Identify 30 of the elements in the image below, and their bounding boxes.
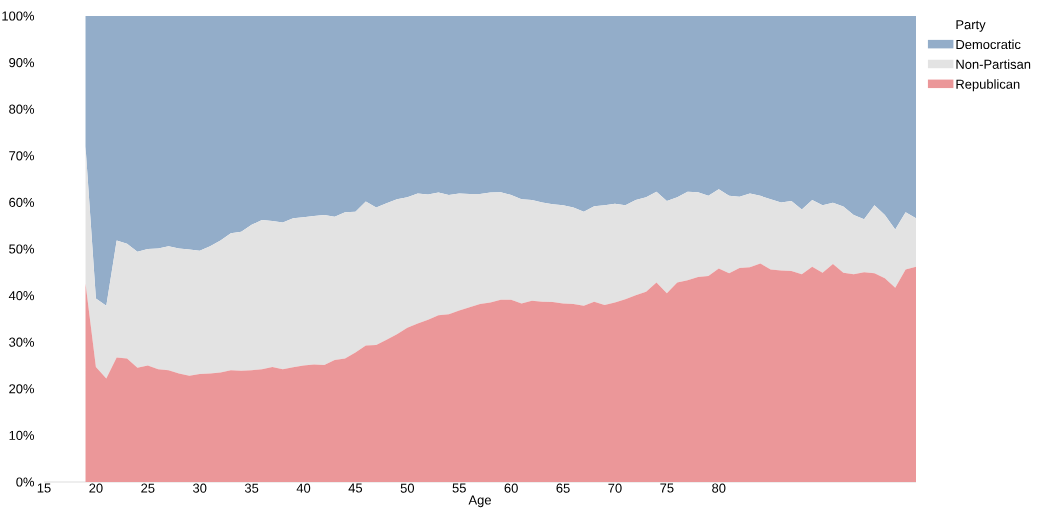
x-tick-label: 60 <box>504 483 518 493</box>
y-tick-label: 60% <box>9 197 35 207</box>
y-tick-label: 80% <box>9 104 35 114</box>
x-tick-label: 30 <box>193 483 207 493</box>
x-tick-label: 45 <box>348 483 363 493</box>
x-tick-label: 55 <box>452 483 466 493</box>
x-tick-label: 65 <box>556 483 570 493</box>
y-tick-label: 70% <box>9 151 35 161</box>
legend-title: Party <box>956 20 986 32</box>
x-tick-label: 35 <box>244 483 259 493</box>
legend-label: Non-Partisan <box>956 59 1031 69</box>
x-tick-label: 15 <box>37 483 51 493</box>
y-tick-label: 20% <box>9 384 35 394</box>
y-tick-label: 40% <box>8 291 35 301</box>
y-tick-label: 90% <box>9 58 35 68</box>
x-tick-label: 25 <box>141 483 155 493</box>
legend-label: Republican <box>956 79 1020 92</box>
legend-label: Democratic <box>956 39 1021 50</box>
x-tick-label: 50 <box>400 483 415 493</box>
x-tick-label: 70 <box>608 483 622 493</box>
y-tick-label: 100% <box>2 11 35 21</box>
x-tick-label: 20 <box>89 483 103 493</box>
y-tick-label: 0% <box>16 477 35 487</box>
y-tick-label: 30% <box>9 337 35 347</box>
x-axis-title: Age <box>468 495 491 508</box>
x-tick-label: 40 <box>296 483 311 493</box>
y-tick-label: 10% <box>9 430 35 440</box>
x-tick-label: 80 <box>712 483 726 493</box>
y-tick-label: 50% <box>9 244 35 254</box>
x-tick-label: 75 <box>660 483 674 493</box>
